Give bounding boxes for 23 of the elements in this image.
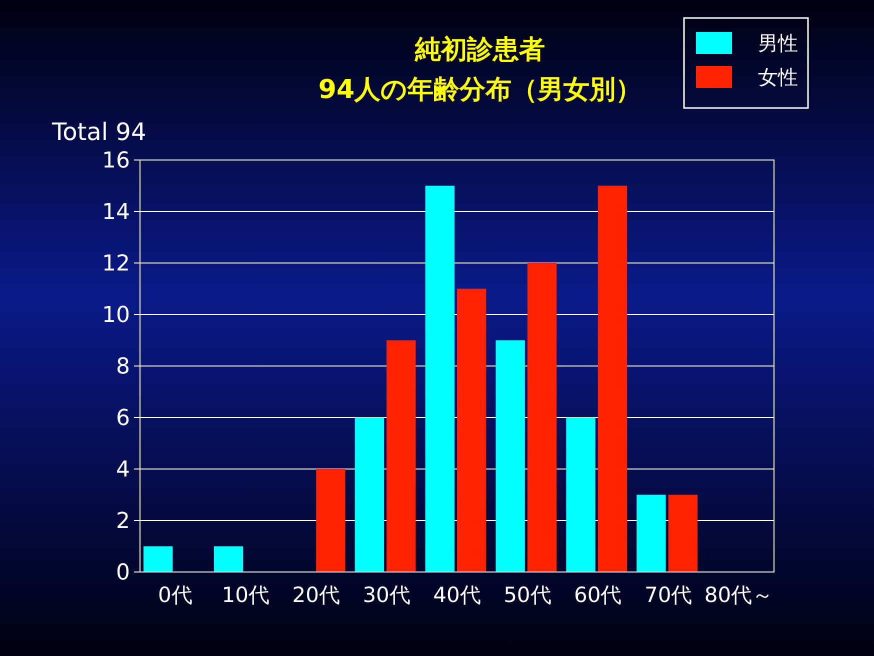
text: Total 94 bbox=[51, 118, 146, 146]
y-tick-label: 8 bbox=[116, 354, 130, 380]
x-tick-label: 20代 bbox=[292, 583, 340, 607]
chart-subtitle: 94人の年齢分布（男女別） bbox=[318, 75, 642, 105]
legend-label: 女性 bbox=[758, 65, 798, 89]
x-tick-label: 50代 bbox=[504, 583, 552, 607]
y-tick-label: 2 bbox=[116, 509, 130, 534]
x-tick-label: 0代 bbox=[158, 583, 192, 607]
x-tick-label: 80代～ bbox=[704, 583, 774, 607]
y-tick-label: 12 bbox=[102, 252, 130, 277]
legend-label: 男性 bbox=[758, 31, 798, 55]
x-tick-label: 10代 bbox=[222, 583, 270, 607]
x-tick-label: 70代 bbox=[644, 583, 692, 607]
y-tick-label: 14 bbox=[102, 200, 130, 226]
x-tick-label: 30代 bbox=[362, 583, 410, 607]
x-tick-label: 60代 bbox=[574, 583, 622, 607]
y-tick-label: 0 bbox=[116, 560, 130, 586]
y-tick-label: 4 bbox=[116, 458, 130, 483]
x-tick-label: 40代 bbox=[433, 583, 481, 607]
chart-title: 純初診患者 bbox=[414, 35, 545, 65]
y-tick-label: 6 bbox=[116, 406, 130, 432]
y-tick-label: 16 bbox=[102, 148, 130, 174]
y-tick-label: 10 bbox=[102, 303, 130, 328]
